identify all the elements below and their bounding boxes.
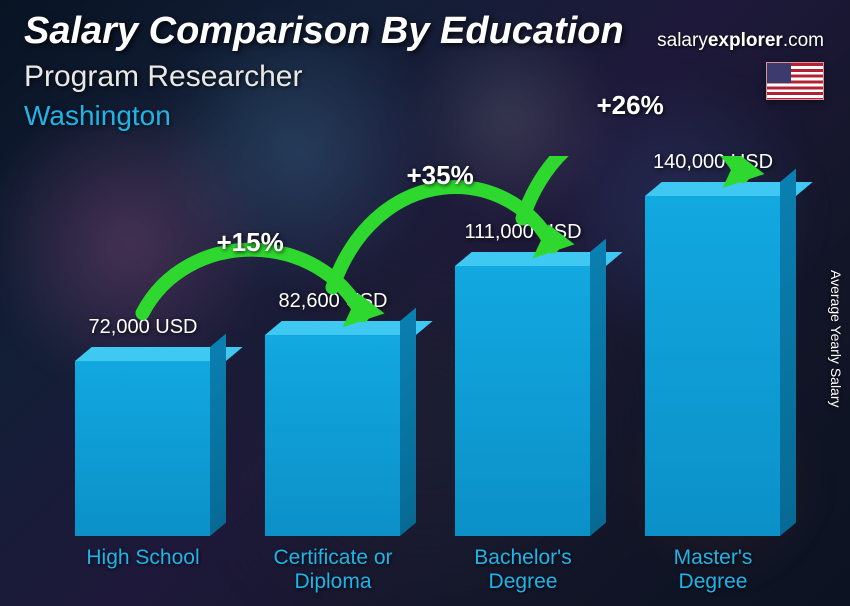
bar-value-label: 82,600 USD	[243, 290, 423, 313]
bar-chart: 72,000 USDHigh School 82,600 USDCertifica…	[65, 156, 805, 536]
bar-value-label: 72,000 USD	[53, 316, 233, 339]
bar-front-face	[265, 335, 400, 536]
bar-side-face	[590, 239, 606, 536]
brand-watermark: salaryexplorer.com	[657, 30, 824, 52]
bar-front-face	[645, 196, 780, 536]
chart-container: Salary Comparison By Education Program R…	[0, 0, 850, 606]
bar-side-face	[780, 169, 796, 536]
bar-group: 140,000 USDMaster's Degree	[645, 196, 780, 536]
brand-bold: explorer	[708, 30, 783, 51]
bar-side-face	[210, 334, 226, 536]
bar-value-label: 140,000 USD	[623, 151, 803, 174]
bar	[75, 361, 210, 536]
bar-group: 72,000 USDHigh School	[75, 361, 210, 536]
flag-icon	[766, 62, 824, 100]
bar	[265, 335, 400, 536]
bar	[645, 196, 780, 536]
brand-suffix: .com	[783, 30, 824, 51]
y-axis-label: Average Yearly Salary	[828, 270, 844, 408]
bar-group: 82,600 USDCertificate or Diploma	[265, 335, 400, 536]
delta-label: +35%	[407, 160, 474, 191]
delta-label: +26%	[597, 90, 664, 121]
bar-category-label: Master's Degree	[623, 546, 803, 594]
bar-value-label: 111,000 USD	[433, 221, 613, 244]
brand-prefix: salary	[657, 30, 708, 51]
bar-category-label: Bachelor's Degree	[433, 546, 613, 594]
chart-title: Salary Comparison By Education	[24, 10, 624, 53]
bar-front-face	[75, 361, 210, 536]
bar-side-face	[400, 308, 416, 536]
bar-group: 111,000 USDBachelor's Degree	[455, 266, 590, 536]
chart-subtitle: Program Researcher	[24, 60, 302, 94]
flag-canton	[767, 63, 791, 83]
delta-label: +15%	[217, 227, 284, 258]
bar	[455, 266, 590, 536]
bar-category-label: High School	[53, 546, 233, 570]
bar-category-label: Certificate or Diploma	[243, 546, 423, 594]
bar-front-face	[455, 266, 590, 536]
chart-location: Washington	[24, 100, 171, 132]
